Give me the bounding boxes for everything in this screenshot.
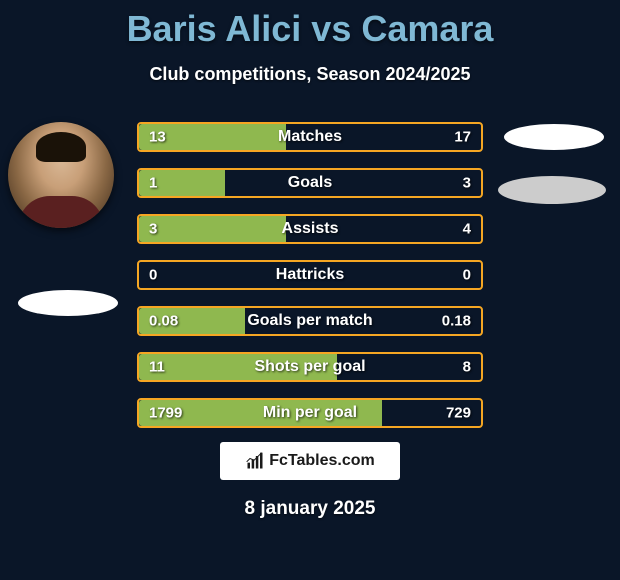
stat-left-value: 13 (149, 129, 166, 146)
stat-right-value: 0 (463, 267, 471, 284)
player1-avatar (8, 122, 114, 228)
stat-label: Goals per match (247, 312, 372, 330)
stat-right-value: 4 (463, 221, 471, 238)
stat-right-value: 8 (463, 359, 471, 376)
page-title: Baris Alici vs Camara (0, 0, 620, 50)
subtitle: Club competitions, Season 2024/2025 (0, 64, 620, 85)
stat-label: Min per goal (263, 404, 357, 422)
stat-label: Goals (288, 174, 332, 192)
stat-left-value: 0.08 (149, 313, 178, 330)
stat-row: 13 Matches 17 (137, 122, 483, 152)
watermark-badge: FcTables.com (220, 442, 400, 480)
date-text: 8 january 2025 (245, 498, 376, 520)
stat-left-value: 0 (149, 267, 157, 284)
stat-row: 1799 Min per goal 729 (137, 398, 483, 428)
stat-row: 1 Goals 3 (137, 168, 483, 198)
stat-left-value: 1 (149, 175, 157, 192)
stat-left-value: 1799 (149, 405, 182, 422)
player2-badge-oval-1 (504, 124, 604, 150)
watermark-text: FcTables.com (269, 452, 375, 470)
stat-right-value: 729 (446, 405, 471, 422)
stat-label: Matches (278, 128, 342, 146)
stat-label: Hattricks (276, 266, 344, 284)
player2-badge-oval-2 (498, 176, 606, 204)
stat-right-value: 3 (463, 175, 471, 192)
stat-left-value: 11 (149, 359, 165, 376)
stat-row: 11 Shots per goal 8 (137, 352, 483, 382)
stat-label: Assists (282, 220, 339, 238)
comparison-bars: 13 Matches 17 1 Goals 3 3 Assists 4 0 Hattricks 0 0.… (137, 122, 483, 444)
stat-left-value: 3 (149, 221, 157, 238)
stat-bar-fill (139, 216, 286, 242)
stat-right-value: 0.18 (442, 313, 471, 330)
stat-label: Shots per goal (254, 358, 365, 376)
stat-row: 0 Hattricks 0 (137, 260, 483, 290)
stat-row: 0.08 Goals per match 0.18 (137, 306, 483, 336)
stat-right-value: 17 (454, 129, 471, 146)
player1-badge-oval (18, 290, 118, 316)
chart-icon (245, 451, 265, 471)
stat-row: 3 Assists 4 (137, 214, 483, 244)
